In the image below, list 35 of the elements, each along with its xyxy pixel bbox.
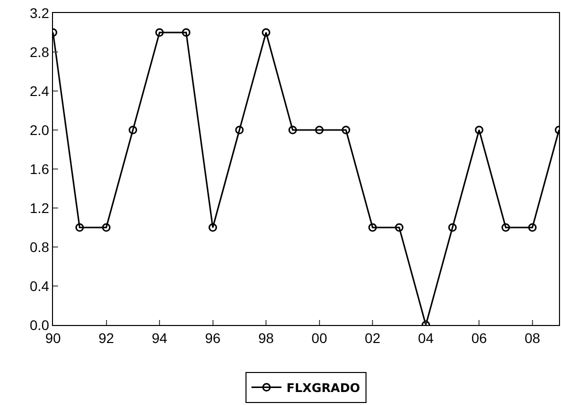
x-tick-label: 08 xyxy=(524,330,540,346)
point xyxy=(315,126,324,134)
x-tick-label: 04 xyxy=(418,330,434,346)
point xyxy=(474,126,484,134)
legend-label: FLXGRADO xyxy=(286,380,360,395)
x-tick-label: 96 xyxy=(205,330,221,346)
y-tick-label: 2.4 xyxy=(30,82,50,99)
x-tick-label: 94 xyxy=(152,330,168,346)
point xyxy=(394,223,404,232)
point xyxy=(235,126,244,134)
point xyxy=(182,28,190,37)
x-tick-label: 06 xyxy=(471,330,488,346)
point xyxy=(448,223,457,232)
point xyxy=(75,223,84,232)
y-tick-label: 1.6 xyxy=(30,160,50,177)
point xyxy=(368,223,377,232)
y-tick-label: 2.8 xyxy=(30,44,50,60)
x-tick-label: 02 xyxy=(364,330,381,346)
point xyxy=(208,223,218,232)
x-tick-label: 98 xyxy=(258,330,274,346)
point xyxy=(288,126,297,134)
y-tick-label: 0.8 xyxy=(30,238,50,255)
point xyxy=(155,28,164,37)
x-tick-label: 00 xyxy=(312,330,328,346)
y-tick-label: 2.0 xyxy=(30,122,50,138)
y-tick-label: 0.4 xyxy=(30,278,50,294)
point xyxy=(501,223,510,232)
point xyxy=(262,28,270,37)
point xyxy=(342,126,350,134)
point xyxy=(102,223,111,232)
point xyxy=(128,126,138,134)
point xyxy=(528,223,537,232)
x-tick-label: 92 xyxy=(98,330,114,346)
y-tick-label: 3.2 xyxy=(30,4,50,21)
y-tick-label: 1.2 xyxy=(30,200,50,216)
